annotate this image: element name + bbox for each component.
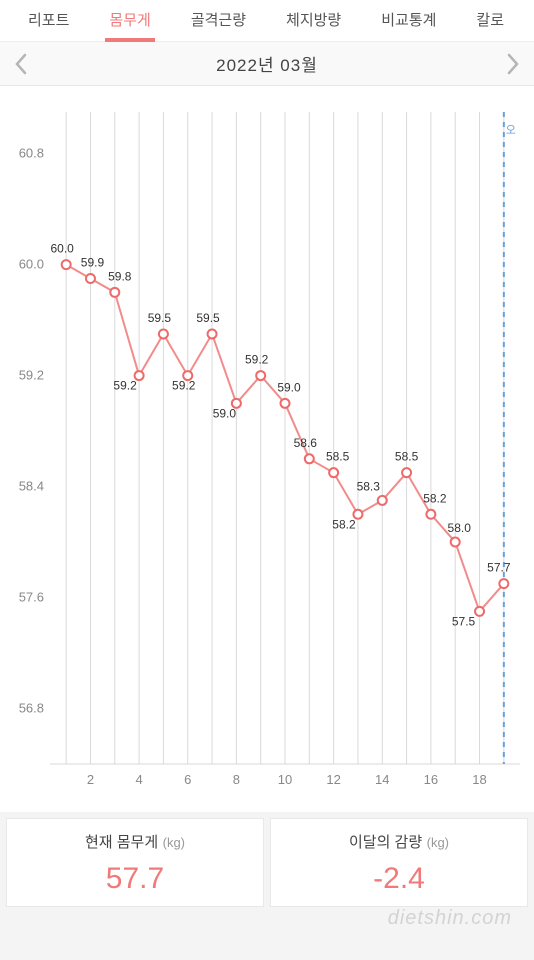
svg-text:57.5: 57.5 (452, 614, 476, 628)
svg-text:6: 6 (184, 772, 191, 787)
month-change-unit: (kg) (427, 835, 449, 850)
svg-text:59.2: 59.2 (172, 379, 196, 393)
chart-container: 오 56.8 57.6 58.4 59.2 60.0 60.8 2 4 6 8 10 12 14 16 18 6… (0, 86, 534, 812)
summary-row: 현재 몸무게 (kg) 57.7 이달의 감량 (kg) -2.4 (0, 812, 534, 913)
svg-text:59.5: 59.5 (196, 311, 220, 325)
tab-2[interactable]: 골격근량 (171, 0, 266, 42)
current-weight-value: 57.7 (7, 862, 263, 896)
month-change-title: 이달의 감량 (kg) (271, 831, 527, 852)
tab-1[interactable]: 몸무게 (89, 0, 170, 42)
svg-text:58.5: 58.5 (395, 450, 419, 464)
svg-text:60.8: 60.8 (19, 146, 44, 161)
svg-text:59.5: 59.5 (148, 311, 172, 325)
tab-0[interactable]: 리포트 (8, 0, 89, 42)
svg-text:14: 14 (375, 772, 389, 787)
svg-text:56.8: 56.8 (19, 701, 44, 716)
svg-text:57.7: 57.7 (487, 561, 511, 575)
weight-line-chart[interactable]: 오 56.8 57.6 58.4 59.2 60.0 60.8 2 4 6 8 10 12 14 16 18 6… (6, 104, 526, 804)
current-weight-card: 현재 몸무게 (kg) 57.7 (6, 818, 264, 907)
svg-text:10: 10 (278, 772, 292, 787)
svg-text:58.4: 58.4 (19, 479, 44, 494)
svg-text:2: 2 (87, 772, 94, 787)
svg-text:4: 4 (135, 772, 142, 787)
current-weight-title-text: 현재 몸무게 (85, 834, 158, 851)
tab-4[interactable]: 비교통계 (361, 0, 456, 42)
month-change-value: -2.4 (271, 862, 527, 896)
svg-text:16: 16 (424, 772, 438, 787)
svg-text:60.0: 60.0 (19, 257, 44, 272)
prev-month-button[interactable] (6, 49, 36, 79)
svg-text:58.0: 58.0 (448, 521, 472, 535)
current-weight-unit: (kg) (163, 835, 185, 850)
current-weight-title: 현재 몸무게 (kg) (7, 831, 263, 852)
svg-text:59.2: 59.2 (245, 353, 269, 367)
svg-text:18: 18 (472, 772, 486, 787)
tab-5[interactable]: 칼로 (456, 0, 524, 42)
svg-text:58.3: 58.3 (357, 479, 381, 493)
month-change-card: 이달의 감량 (kg) -2.4 (270, 818, 528, 907)
svg-text:59.0: 59.0 (213, 406, 237, 420)
tab-3[interactable]: 체지방량 (266, 0, 361, 42)
svg-text:60.0: 60.0 (50, 242, 74, 256)
svg-text:59.8: 59.8 (108, 269, 132, 283)
current-month-label: 2022년 03월 (216, 51, 318, 76)
date-navigator: 2022년 03월 (0, 42, 534, 86)
svg-text:59.9: 59.9 (81, 255, 105, 269)
svg-text:오: 오 (504, 124, 516, 135)
svg-text:58.5: 58.5 (326, 450, 350, 464)
month-change-title-text: 이달의 감량 (349, 834, 422, 851)
svg-text:57.6: 57.6 (19, 590, 44, 605)
next-month-button[interactable] (498, 49, 528, 79)
svg-text:59.0: 59.0 (277, 380, 301, 394)
svg-text:58.2: 58.2 (332, 517, 356, 531)
svg-text:8: 8 (233, 772, 240, 787)
tab-bar: 리포트몸무게골격근량체지방량비교통계칼로 (0, 0, 534, 42)
svg-text:12: 12 (326, 772, 340, 787)
svg-text:59.2: 59.2 (113, 379, 137, 393)
svg-text:58.2: 58.2 (423, 491, 447, 505)
svg-text:59.2: 59.2 (19, 368, 44, 383)
svg-text:58.6: 58.6 (294, 436, 318, 450)
